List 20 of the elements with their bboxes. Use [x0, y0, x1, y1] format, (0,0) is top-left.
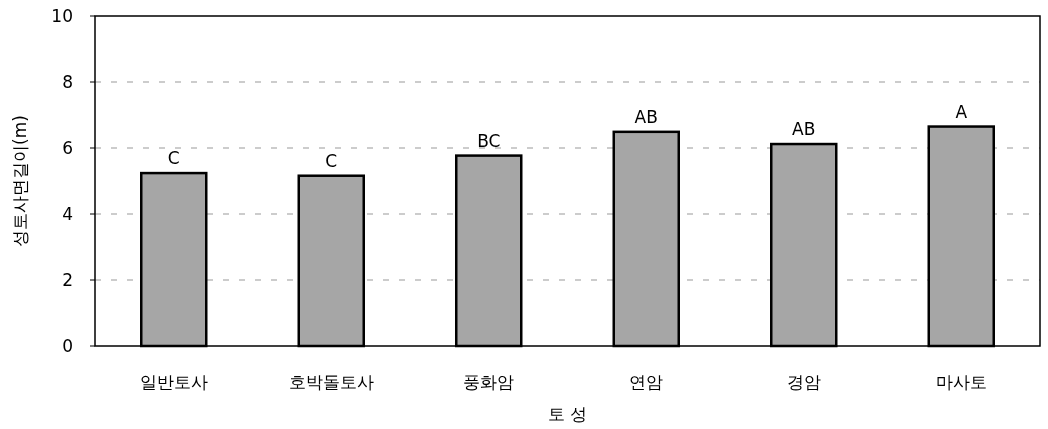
annotation: A — [955, 101, 968, 122]
x-tick-label: 일반토사 — [139, 372, 208, 392]
x-tick-label: 연암 — [629, 372, 664, 392]
y-tick-label: 8 — [62, 72, 73, 92]
x-tick-label: 호박돌토사 — [288, 372, 374, 392]
y-tick-label: 0 — [62, 336, 73, 356]
y-tick-label: 2 — [62, 270, 73, 290]
y-tick-label: 6 — [62, 138, 73, 158]
annotation: C — [167, 148, 180, 169]
x-axis-title: 토 성 — [547, 404, 588, 424]
annotation: AB — [634, 106, 658, 127]
x-tick-label: 경암 — [786, 372, 821, 392]
y-tick-label: 10 — [51, 6, 73, 26]
x-tick-label: 마사토 — [935, 372, 987, 392]
annotation: C — [325, 150, 338, 171]
y-tick-label: 4 — [62, 204, 73, 224]
annotation: BC — [477, 130, 501, 151]
y-axis-title: 성토사면길이(m) — [10, 115, 30, 247]
annotation: AB — [792, 119, 816, 140]
x-tick-label: 풍화암 — [463, 372, 515, 392]
